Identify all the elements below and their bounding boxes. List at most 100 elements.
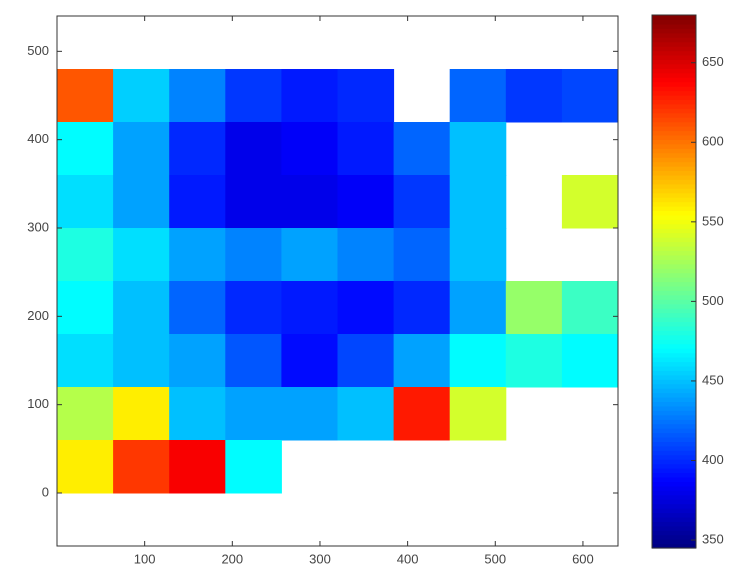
- heatmap-cell: [281, 69, 338, 123]
- colorbar-swatch: [652, 51, 696, 56]
- colorbar-swatch: [652, 179, 696, 184]
- x-tick-label: 400: [397, 551, 419, 566]
- heatmap-cell: [169, 387, 226, 441]
- colorbar-swatch: [652, 193, 696, 198]
- colorbar-swatch: [652, 428, 696, 433]
- colorbar-swatch: [652, 135, 696, 140]
- colorbar-swatch: [652, 77, 696, 82]
- heatmap-cell: [225, 175, 282, 229]
- heatmap-cell: [225, 228, 282, 282]
- colorbar-swatch: [652, 264, 696, 269]
- colorbar-swatch: [652, 273, 696, 278]
- colorbar-swatch: [652, 450, 696, 455]
- heatmap-cell: [57, 175, 114, 229]
- colorbar-swatch: [652, 468, 696, 473]
- colorbar-swatch: [652, 255, 696, 260]
- heatmap-cell: [281, 281, 338, 335]
- colorbar-swatch: [652, 512, 696, 517]
- colorbar-swatch: [652, 19, 696, 24]
- colorbar-swatch: [652, 153, 696, 158]
- heatmap-cell: [562, 334, 619, 388]
- heatmap-cell: [450, 122, 507, 176]
- heatmap-cell: [225, 387, 282, 441]
- heatmap-cell: [57, 281, 114, 335]
- y-tick-label: 0: [42, 484, 49, 499]
- heatmap-cell: [506, 334, 563, 388]
- colorbar-swatch: [652, 215, 696, 220]
- colorbar-swatch: [652, 46, 696, 51]
- heatmap-cell: [394, 334, 451, 388]
- heatmap-cell: [113, 281, 170, 335]
- colorbar-swatch: [652, 455, 696, 460]
- colorbar-swatch: [652, 384, 696, 389]
- colorbar-tick-label: 350: [702, 531, 724, 546]
- colorbar-swatch: [652, 530, 696, 535]
- heatmap-cell: [169, 69, 226, 123]
- colorbar-swatch: [652, 99, 696, 104]
- heatmap-cell: [169, 334, 226, 388]
- colorbar-swatch: [652, 321, 696, 326]
- heatmap-cell: [394, 175, 451, 229]
- colorbar-swatch: [652, 148, 696, 153]
- colorbar-swatch: [652, 446, 696, 451]
- chart: 1002003004005006000100200300400500350400…: [0, 0, 730, 570]
- colorbar-swatch: [652, 64, 696, 69]
- colorbar-swatch: [652, 113, 696, 118]
- colorbar-swatch: [652, 219, 696, 224]
- y-tick-label: 500: [27, 43, 49, 58]
- heatmap-cell: [113, 228, 170, 282]
- colorbar-tick-label: 450: [702, 372, 724, 387]
- colorbar-swatch: [652, 521, 696, 526]
- heatmap-cell: [113, 69, 170, 123]
- heatmap-cell: [225, 69, 282, 123]
- heatmap-cell: [394, 387, 451, 441]
- heatmap-cell: [450, 281, 507, 335]
- colorbar-swatch: [652, 210, 696, 215]
- colorbar-swatch: [652, 393, 696, 398]
- heatmap-cell: [562, 281, 619, 335]
- colorbar-swatch: [652, 361, 696, 366]
- colorbar-swatch: [652, 86, 696, 91]
- colorbar-swatch: [652, 233, 696, 238]
- colorbar-swatch: [652, 277, 696, 282]
- heatmap-cell: [169, 281, 226, 335]
- colorbar-swatch: [652, 117, 696, 122]
- colorbar-swatch: [652, 144, 696, 149]
- heatmap-cell: [113, 122, 170, 176]
- heatmap-cell: [225, 440, 282, 494]
- colorbar-swatch: [652, 344, 696, 349]
- colorbar-swatch: [652, 410, 696, 415]
- heatmap-cell: [225, 281, 282, 335]
- colorbar-swatch: [652, 424, 696, 429]
- colorbar-swatch: [652, 28, 696, 33]
- colorbar-swatch: [652, 268, 696, 273]
- colorbar-swatch: [652, 348, 696, 353]
- colorbar-swatch: [652, 397, 696, 402]
- colorbar-tick-label: 600: [702, 134, 724, 149]
- heatmap-cell: [338, 387, 395, 441]
- colorbar-swatch: [652, 15, 696, 20]
- colorbar-swatch: [652, 490, 696, 495]
- colorbar-tick-label: 550: [702, 213, 724, 228]
- colorbar-tick-label: 400: [702, 452, 724, 467]
- colorbar-swatch: [652, 228, 696, 233]
- colorbar-swatch: [652, 250, 696, 255]
- colorbar-swatch: [652, 326, 696, 331]
- heatmap-cell: [450, 175, 507, 229]
- heatmap-cell: [338, 175, 395, 229]
- colorbar-swatch: [652, 370, 696, 375]
- colorbar-swatch: [652, 526, 696, 531]
- colorbar-swatch: [652, 353, 696, 358]
- colorbar-swatch: [652, 130, 696, 135]
- heatmap-cell: [57, 228, 114, 282]
- colorbar-swatch: [652, 477, 696, 482]
- heatmap-cell: [338, 281, 395, 335]
- heatmap-cells: [57, 69, 619, 494]
- heatmap-cell: [562, 175, 619, 229]
- y-tick-label: 100: [27, 396, 49, 411]
- page: 1002003004005006000100200300400500350400…: [0, 0, 730, 570]
- colorbar: [652, 15, 696, 549]
- heatmap-cell: [225, 334, 282, 388]
- colorbar-swatch: [652, 464, 696, 469]
- colorbar-swatch: [652, 24, 696, 29]
